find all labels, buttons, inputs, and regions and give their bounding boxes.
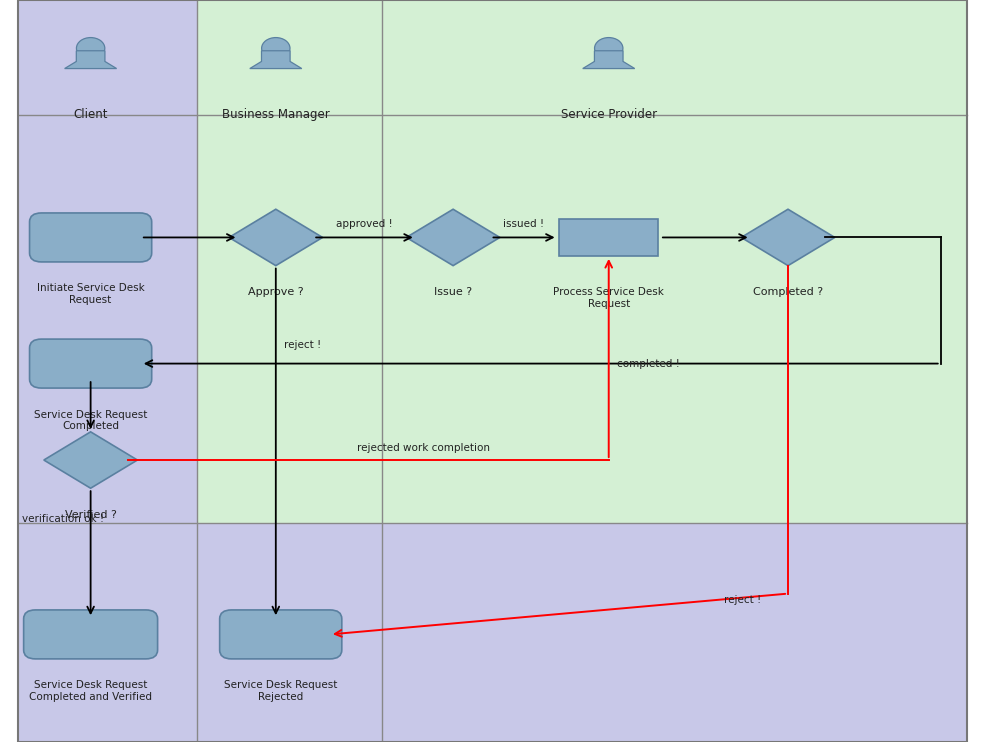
Text: Completed ?: Completed ?: [753, 287, 823, 297]
Bar: [18, 0, 197, 742]
Text: Service Desk Request
Completed and Verified: Service Desk Request Completed and Verif…: [30, 680, 152, 702]
Text: completed !: completed !: [617, 358, 680, 369]
Text: rejected work completion: rejected work completion: [357, 443, 491, 453]
Text: Client: Client: [73, 108, 108, 121]
Polygon shape: [43, 432, 138, 488]
Polygon shape: [250, 50, 301, 68]
Text: Service Desk Request
Rejected: Service Desk Request Rejected: [224, 680, 338, 702]
FancyBboxPatch shape: [30, 339, 152, 388]
Polygon shape: [230, 209, 323, 266]
Text: reject !: reject !: [284, 340, 321, 350]
Polygon shape: [407, 209, 500, 266]
Polygon shape: [583, 50, 634, 68]
Text: Business Manager: Business Manager: [222, 108, 330, 121]
Text: Approve ?: Approve ?: [248, 287, 303, 297]
Text: Process Service Desk
Request: Process Service Desk Request: [554, 287, 664, 309]
Text: Issue ?: Issue ?: [434, 287, 472, 297]
Polygon shape: [65, 50, 116, 68]
FancyBboxPatch shape: [24, 610, 158, 659]
Bar: [382, 0, 967, 523]
Bar: [197, 0, 382, 523]
Bar: [197, 523, 382, 742]
Circle shape: [595, 38, 623, 59]
Text: Verified ?: Verified ?: [65, 510, 116, 519]
Text: reject !: reject !: [724, 594, 761, 605]
Bar: [559, 219, 658, 256]
Text: Service Desk Request
Completed: Service Desk Request Completed: [33, 410, 148, 431]
Text: approved !: approved !: [336, 219, 393, 229]
Text: issued !: issued !: [503, 219, 545, 229]
Circle shape: [262, 38, 290, 59]
Circle shape: [77, 38, 104, 59]
Text: verification ok !: verification ok !: [22, 514, 103, 525]
Text: Initiate Service Desk
Request: Initiate Service Desk Request: [36, 283, 145, 305]
Polygon shape: [742, 209, 835, 266]
FancyBboxPatch shape: [30, 213, 152, 262]
FancyBboxPatch shape: [220, 610, 342, 659]
Bar: [382, 523, 967, 742]
Text: Service Provider: Service Provider: [560, 108, 657, 121]
